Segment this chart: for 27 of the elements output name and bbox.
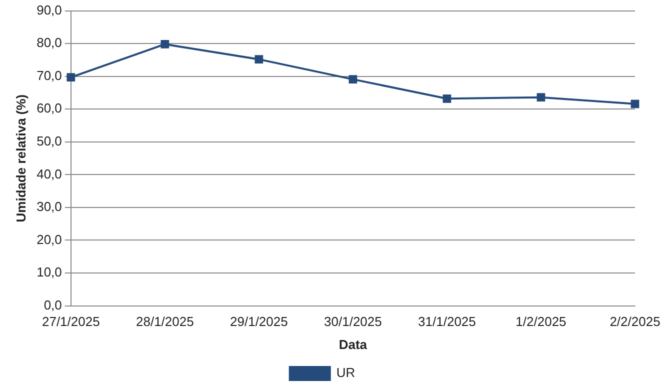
x-tick-label: 30/1/2025 — [324, 314, 382, 330]
y-tick-label: 10,0 — [36, 264, 62, 280]
y-tick-label: 90,0 — [36, 2, 62, 18]
y-tick-label: 20,0 — [36, 232, 62, 247]
y-tick-label: 70,0 — [36, 68, 62, 83]
x-tick-label: 1/2/2025 — [516, 314, 566, 330]
point — [442, 94, 452, 103]
point — [66, 73, 76, 82]
x-tick-label: 28/1/2025 — [136, 314, 194, 330]
x-tick-label: 31/1/2025 — [418, 314, 476, 330]
y-tick-label: 80,0 — [36, 35, 62, 50]
x-tick-label: 2/2/2025 — [610, 314, 660, 330]
point — [254, 55, 264, 64]
y-axis-title: Umidade relativa (%) — [13, 94, 28, 222]
y-tick-label: 40,0 — [36, 166, 62, 182]
y-tick-label: 0,0 — [44, 297, 62, 312]
point — [348, 75, 358, 84]
point — [536, 93, 546, 102]
legend-label: UR — [336, 365, 356, 380]
y-tick-label: 50,0 — [36, 133, 62, 148]
x-tick-label: 27/1/2025 — [42, 314, 100, 330]
y-tick-label: 60,0 — [36, 100, 62, 116]
x-axis-title: Data — [338, 336, 368, 352]
point — [630, 100, 640, 108]
x-tick-label: 29/1/2025 — [230, 314, 288, 330]
point — [160, 40, 170, 48]
y-tick-label: 30,0 — [36, 199, 62, 214]
